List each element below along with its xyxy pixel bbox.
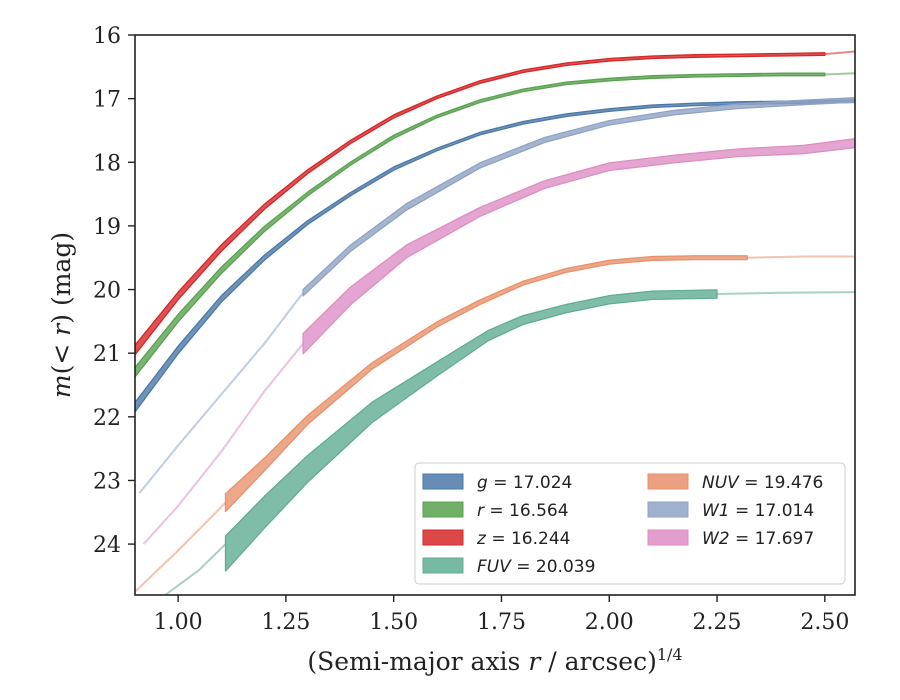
series-g-band	[135, 99, 855, 413]
series-NUV-extrapolated-line	[135, 501, 227, 593]
legend-label-g: g = 17.024	[477, 473, 572, 493]
legend-swatch-g	[422, 473, 464, 490]
legend: g = 17.024 r = 16.564 z = 16.244 FUV = 20.0…	[414, 462, 846, 585]
x-axis: 1.00 1.25 1.50 1.75 2.00 2.25 2.50	[154, 595, 849, 635]
series-FUV-band	[224, 289, 718, 572]
y-tick-label: 18	[93, 151, 121, 176]
series-NUV-band	[224, 255, 748, 513]
y-axis-label: m(< r) (mag)	[47, 232, 76, 398]
legend-swatch-r	[422, 501, 464, 518]
legend-label-W2: W2 = 17.697	[702, 529, 814, 549]
legend-swatch-W2	[647, 529, 689, 546]
y-tick-label: 22	[93, 406, 121, 431]
y-tick-label: 17	[93, 88, 121, 113]
x-tick-label: 2.25	[693, 610, 742, 635]
y-tick-label: 20	[93, 279, 121, 304]
plot-frame	[134, 34, 856, 596]
series-W2-extrapolated-line	[142, 342, 304, 545]
legend-label-NUV: NUV = 19.476	[702, 473, 823, 493]
y-tick-label: 19	[93, 215, 121, 240]
series-layer	[135, 50, 855, 595]
legend-label-W1: W1 = 17.014	[702, 501, 814, 521]
series-NUV-extrapolated-line	[747, 255, 855, 259]
x-tick-label: 2.50	[800, 610, 849, 635]
legend-swatch-FUV	[422, 557, 464, 574]
series-z-band	[135, 52, 826, 356]
legend-swatch-NUV	[647, 473, 689, 490]
series-W2-band	[302, 138, 855, 355]
legend-swatch-z	[422, 529, 464, 546]
series-FUV-extrapolated-line	[716, 291, 855, 295]
y-tick-label: 23	[93, 469, 121, 494]
series-z-extrapolated-line	[824, 50, 855, 56]
legend-label-FUV: FUV = 20.039	[477, 557, 595, 577]
series-W1-band	[302, 97, 855, 297]
x-tick-label: 1.25	[261, 610, 310, 635]
y-axis: 16 17 18 19 20 21 22 23 24	[93, 24, 135, 558]
series-r-band	[135, 72, 826, 378]
x-tick-label: 1.00	[154, 610, 203, 635]
legend-frame	[414, 462, 846, 585]
y-tick-label: 24	[93, 533, 121, 558]
series-r-extrapolated-line	[824, 72, 855, 76]
legend-label-z: z = 16.244	[476, 529, 570, 549]
x-tick-label: 2.00	[585, 610, 634, 635]
series-W1-extrapolated-line	[138, 292, 304, 494]
legend-label-r: r = 16.564	[477, 501, 569, 521]
x-axis-label: (Semi-major axis r / arcsec)1/4	[307, 645, 682, 676]
x-tick-label: 1.50	[369, 610, 418, 635]
x-tick-label: 1.75	[477, 610, 526, 635]
series-FUV-extrapolated-line	[164, 543, 227, 595]
y-tick-label: 21	[93, 342, 121, 367]
legend-swatch-W1	[647, 501, 689, 518]
y-tick-label: 16	[93, 24, 121, 49]
